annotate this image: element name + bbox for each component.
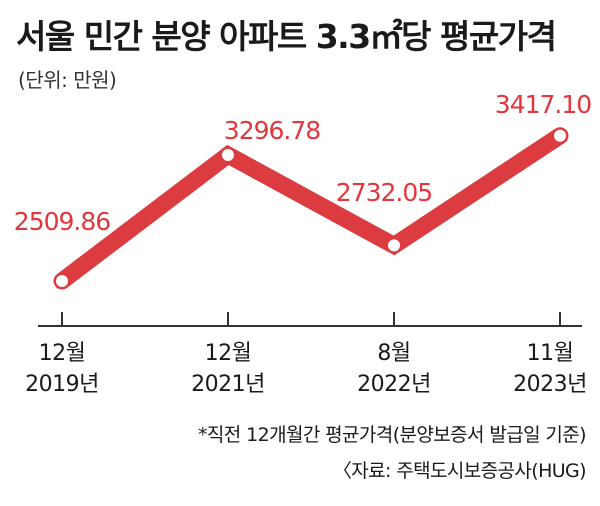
chart-title: 서울 민간 분양 아파트 3.3㎡당 평균가격	[16, 17, 557, 56]
x-tick-month: 12월	[204, 341, 252, 366]
data-point-1	[222, 149, 234, 161]
data-points	[56, 129, 566, 287]
x-axis-ticks	[61, 312, 561, 326]
data-label-0: 2509.86	[14, 207, 110, 236]
data-point-3	[554, 129, 566, 142]
x-tick-label-0: 12월 2019년	[0, 338, 127, 400]
x-tick-label-2: 8월 2022년	[329, 338, 459, 400]
data-label-1: 3296.78	[224, 116, 320, 145]
x-tick-month: 11월	[526, 341, 574, 366]
series-line-group	[53, 127, 569, 290]
footnote: *직전 12개월간 평균가격(분양보증서 발급일 기준)	[198, 424, 587, 446]
source-note: 〈자료: 주택도시보증공사(HUG)	[332, 460, 587, 482]
x-tick-year: 2023년	[513, 372, 587, 397]
unit-label: (단위: 만원)	[18, 68, 117, 92]
x-tick-year: 2022년	[357, 372, 431, 397]
x-tick-month: 12월	[38, 341, 86, 366]
x-tick-year: 2021년	[191, 372, 265, 397]
data-point-0	[56, 275, 68, 287]
data-label-3: 3417.10	[495, 90, 591, 119]
x-tick-label-1: 12월 2021년	[163, 338, 293, 400]
x-tick-year: 2019년	[25, 372, 99, 397]
data-label-2: 2732.05	[336, 178, 432, 207]
x-tick-label-3: 11월 2023년	[485, 338, 600, 400]
data-point-2	[388, 239, 400, 252]
series-line	[53, 127, 569, 290]
data-labels: 2509.86 3296.78 2732.05 3417.10	[14, 90, 592, 236]
x-tick-month: 8월	[377, 341, 411, 366]
